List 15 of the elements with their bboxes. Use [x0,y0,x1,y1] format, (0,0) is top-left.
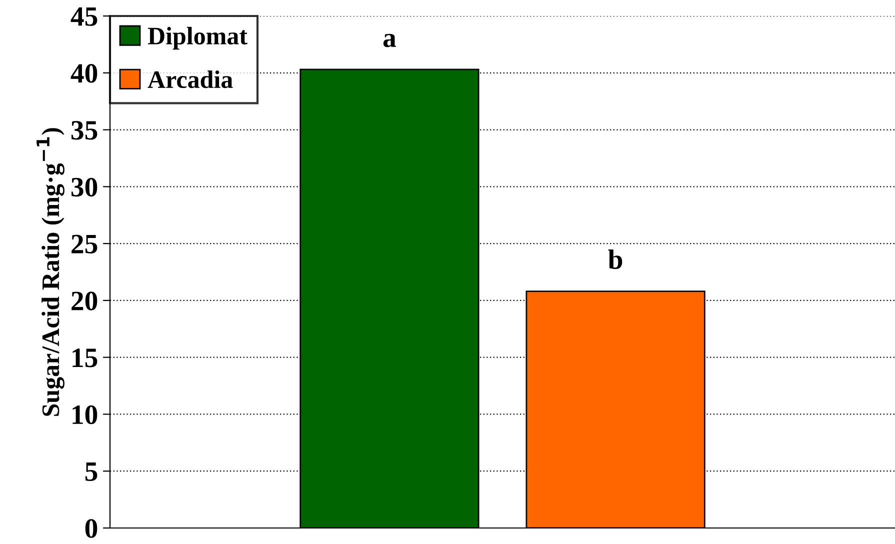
annotation: a [383,34,396,48]
y-tick-label: 5 [85,462,98,482]
y-tick-label: 0 [85,519,98,538]
y-tick-label: 40 [70,64,98,83]
y-tick-label: 45 [70,7,98,26]
y-axis-title: Sugar/Acid Ratio (mg·g$^{−1}$) [36,128,64,416]
y-tick-label: 15 [72,348,98,368]
annotation: b [608,249,622,270]
legend-label: Arcadia [148,70,233,88]
legend-label: Diplomat [148,26,248,50]
y-tick-label: 25 [72,234,98,254]
y-tick-label: 10 [72,405,98,424]
y-tick-label: 35 [71,121,98,140]
y-tick-label: 30 [71,178,98,197]
y-tick-label: 20 [72,292,98,310]
